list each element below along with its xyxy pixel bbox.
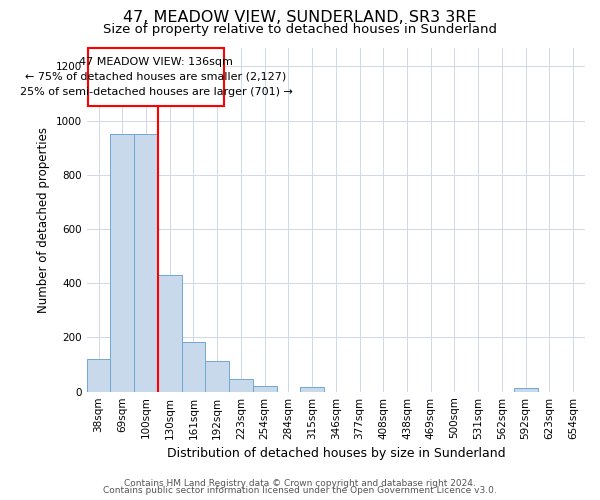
Bar: [110, 134, 134, 392]
Text: 47 MEADOW VIEW: 136sqm
← 75% of detached houses are smaller (2,127)
25% of semi-: 47 MEADOW VIEW: 136sqm ← 75% of detached…: [20, 57, 293, 96]
Bar: [86, 359, 110, 392]
Bar: [300, 387, 324, 392]
Bar: [88, 48, 224, 106]
Bar: [182, 342, 205, 392]
Y-axis label: Number of detached properties: Number of detached properties: [37, 126, 50, 312]
Bar: [229, 379, 253, 392]
Bar: [205, 362, 229, 392]
Text: Size of property relative to detached houses in Sunderland: Size of property relative to detached ho…: [103, 22, 497, 36]
Bar: [253, 386, 277, 392]
Text: 47, MEADOW VIEW, SUNDERLAND, SR3 3RE: 47, MEADOW VIEW, SUNDERLAND, SR3 3RE: [123, 10, 477, 25]
Bar: [514, 388, 538, 392]
Text: Contains public sector information licensed under the Open Government Licence v3: Contains public sector information licen…: [103, 486, 497, 495]
X-axis label: Distribution of detached houses by size in Sunderland: Distribution of detached houses by size …: [167, 447, 505, 460]
Text: Contains HM Land Registry data © Crown copyright and database right 2024.: Contains HM Land Registry data © Crown c…: [124, 478, 476, 488]
Bar: [134, 134, 158, 392]
Bar: [158, 275, 182, 392]
